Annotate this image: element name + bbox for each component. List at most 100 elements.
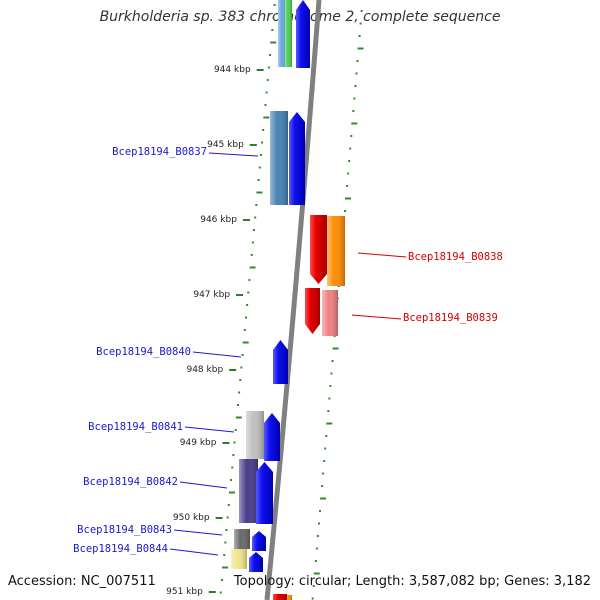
gene-label[interactable]: Bcep18194_B0843 [77, 524, 223, 536]
track-dot [349, 147, 352, 150]
cog-box [327, 216, 345, 286]
track-dot [329, 385, 332, 387]
gene-label-connector [169, 548, 219, 556]
kbp-tick: 948 kbp [186, 365, 237, 375]
gene-arrow[interactable] [264, 413, 280, 461]
genome-stats-text: Topology: circular; Length: 3,587,082 bp… [233, 574, 591, 589]
kbp-tick-label: 949 kbp [180, 438, 217, 448]
gene-arrow[interactable] [310, 215, 327, 284]
track-dot [243, 329, 246, 331]
gene-label-text[interactable]: Bcep18194_B0841 [88, 421, 183, 433]
track-dot [345, 197, 352, 200]
gene-label-connector [179, 481, 228, 489]
track-dot [357, 47, 364, 50]
track-dot [267, 66, 270, 69]
track-dot [228, 491, 235, 494]
gene-label-connector [351, 314, 402, 320]
track-dot [360, 10, 363, 12]
track-dot [271, 29, 274, 31]
track-dot [266, 79, 269, 81]
kbp-tick: 947 kbp [193, 290, 244, 300]
gene-label-text[interactable]: Bcep18194_B0842 [83, 476, 178, 488]
gene-label-text[interactable]: Bcep18194_B0838 [408, 251, 503, 263]
kbp-tick: 949 kbp [180, 438, 230, 448]
kbp-tick-mark [215, 517, 223, 519]
track-dot [225, 529, 228, 531]
track-dot [263, 116, 270, 119]
track-dot [264, 104, 267, 106]
gene-label-text[interactable]: Bcep18194_B0843 [77, 524, 172, 536]
track-dot [270, 41, 277, 44]
track-dot [223, 554, 226, 556]
track-dot [246, 304, 249, 306]
track-dot [272, 16, 275, 19]
track-dot [354, 85, 357, 87]
kbp-tick-mark [236, 294, 244, 296]
track-dot [259, 154, 262, 156]
cog-box [246, 411, 264, 459]
track-dot [227, 504, 230, 506]
gene-label[interactable]: Bcep18194_B0837 [112, 146, 259, 158]
gene-arrow[interactable] [289, 112, 305, 205]
gene-label[interactable]: Bcep18194_B0842 [83, 476, 228, 489]
kbp-tick-mark [242, 219, 250, 221]
track-dot [347, 172, 350, 175]
track-dot [359, 22, 362, 25]
track-dot [346, 185, 349, 187]
track-dot [247, 291, 250, 294]
track-dot [220, 579, 223, 581]
track-dot [249, 266, 256, 269]
track-dot [254, 216, 257, 219]
gene-arrow[interactable] [296, 0, 310, 68]
track-dot [352, 110, 355, 112]
gene-label-connector [192, 351, 242, 358]
track-dot [257, 179, 260, 181]
cog-box [286, 595, 292, 600]
gene-label-text[interactable]: Bcep18194_B0839 [403, 312, 498, 324]
track-dot [226, 516, 229, 519]
cog-box [231, 549, 247, 569]
gene-arrow[interactable] [273, 594, 287, 600]
gene-label-text[interactable]: Bcep18194_B0837 [112, 146, 207, 158]
gene-arrow[interactable] [249, 552, 263, 572]
track-dot [325, 435, 328, 437]
kbp-tick: 946 kbp [200, 215, 250, 225]
gene-label[interactable]: Bcep18194_B0840 [96, 346, 242, 358]
kbp-tick-label: 946 kbp [200, 215, 237, 225]
track-dot [251, 241, 254, 244]
gene-arrow[interactable] [252, 531, 266, 551]
track-dot [255, 204, 258, 206]
track-dot [312, 585, 315, 587]
gene-label[interactable]: Bcep18194_B0839 [351, 312, 498, 324]
track-dot [258, 166, 261, 169]
gene-arrow[interactable] [273, 340, 288, 384]
track-dot [265, 91, 268, 94]
track-dot [321, 485, 324, 487]
track-dot [235, 416, 242, 419]
gene-arrow[interactable] [305, 288, 320, 334]
track-dot [233, 441, 236, 444]
track-dot [328, 397, 331, 400]
gene-arrow[interactable] [256, 462, 273, 524]
gene-label[interactable]: Bcep18194_B0838 [357, 251, 503, 263]
kbp-tick-mark [229, 369, 237, 371]
track-dot [248, 279, 251, 281]
kbp-tick-label: 945 kbp [207, 140, 244, 150]
track-dot [273, 4, 276, 6]
track-dot [230, 479, 233, 481]
cog-box [239, 459, 258, 523]
kbp-tick: 945 kbp [207, 140, 257, 150]
track-dot [350, 135, 353, 137]
track-dot [327, 410, 330, 412]
track-dot [231, 466, 234, 469]
track-dot [320, 497, 327, 500]
track-dot [314, 560, 317, 562]
track-dot [324, 447, 327, 450]
kbp-tick-label: 947 kbp [193, 290, 230, 300]
gene-label-text[interactable]: Bcep18194_B0844 [73, 543, 168, 555]
gene-label[interactable]: Bcep18194_B0844 [73, 543, 219, 556]
track-dot [322, 472, 325, 475]
gene-label[interactable]: Bcep18194_B0841 [88, 421, 235, 433]
gene-label-text[interactable]: Bcep18194_B0840 [96, 346, 191, 358]
kbp-tick-label: 950 kbp [173, 513, 210, 523]
